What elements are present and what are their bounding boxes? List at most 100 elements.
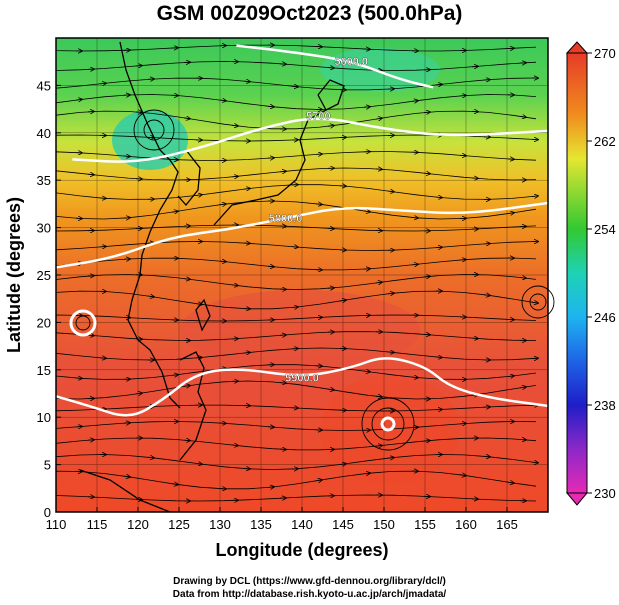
streamline-arrow <box>339 300 346 301</box>
streamline-arrow <box>375 118 382 119</box>
streamline-arrow <box>519 116 526 117</box>
streamline-arrow <box>123 218 130 219</box>
contour-label: 5600.0 <box>334 56 368 68</box>
cyclone-west <box>69 309 97 337</box>
streamline-arrow <box>411 377 418 378</box>
coastline-korea <box>177 149 201 207</box>
x-tick-label: 140 <box>291 517 313 532</box>
x-tick-label: 145 <box>332 517 354 532</box>
credit-drawing: Drawing by DCL (https://www.gfd-dennou.o… <box>173 576 446 587</box>
streamline-arrow <box>327 126 334 127</box>
streamline-arrow <box>195 357 202 358</box>
streamline-arrow <box>435 84 442 85</box>
streamline-arrow <box>267 487 274 488</box>
y-axis-label: Latitude (degrees) <box>4 197 24 353</box>
streamline-arrow <box>423 112 430 113</box>
streamline-arrow <box>483 295 490 296</box>
streamline-arrow <box>435 247 442 248</box>
streamline-arrow <box>147 296 154 297</box>
streamline-arrow <box>423 441 430 442</box>
streamline-arrow <box>507 213 514 214</box>
streamline-arrow <box>459 260 466 261</box>
streamline <box>56 421 537 431</box>
streamline-arrow <box>375 446 382 447</box>
streamline-arrow <box>423 173 430 174</box>
streamline-arrow <box>279 171 286 172</box>
streamline-arrow <box>291 307 298 308</box>
streamline-arrow <box>135 66 142 67</box>
colorbar-scale <box>566 52 588 494</box>
contour-line <box>56 357 548 417</box>
circulation-east-edge <box>521 285 555 319</box>
contour-line <box>56 201 548 269</box>
colorbar-ticks: 230 238 246 254 262 270 <box>587 46 616 501</box>
streamline <box>56 151 537 161</box>
y-tick-label: 15 <box>37 363 51 378</box>
streamline-arrow <box>507 482 514 483</box>
colorbar-tick-label: 246 <box>594 310 616 325</box>
streamline <box>56 184 537 200</box>
streamline-arrow <box>423 276 430 277</box>
streamline-arrow <box>231 445 238 446</box>
streamline <box>56 314 537 322</box>
y-tick-label: 25 <box>37 268 51 283</box>
y-tick-label: 30 <box>37 221 51 236</box>
colorbar-tick-label: 230 <box>594 486 616 501</box>
streamline-arrow <box>219 261 226 262</box>
streamline-arrow <box>87 174 94 175</box>
streamline-arrow <box>531 462 538 463</box>
contour-label: 5800.0 <box>269 213 303 225</box>
streamline <box>56 347 537 361</box>
warm-patch <box>180 290 420 370</box>
streamline-arrow <box>183 386 190 387</box>
streamline-arrow <box>87 335 94 336</box>
y-tick-label: 40 <box>37 126 51 141</box>
streamline-arrow <box>519 387 526 388</box>
streamline-arrow <box>279 383 286 384</box>
colorbar-max-arrow <box>565 41 589 54</box>
streamline-arrow <box>315 480 322 481</box>
streamline <box>56 364 537 380</box>
streamline-arrow <box>267 266 274 267</box>
x-tick-label: 125 <box>168 517 190 532</box>
streamline-arrow <box>231 125 238 126</box>
colorbar-tick-label: 270 <box>594 46 616 61</box>
streamline-arrow <box>363 473 370 474</box>
streamline-arrow <box>231 176 238 177</box>
streamline-arrow <box>363 371 370 372</box>
streamline-arrow <box>387 191 394 192</box>
contour-label: 5700 <box>306 111 330 123</box>
x-tick-label: 165 <box>496 517 518 532</box>
streamline-arrow <box>183 118 190 119</box>
streamline-arrow <box>459 95 466 96</box>
streamline-arrow <box>147 457 154 458</box>
streamline-arrow <box>327 288 334 289</box>
streamline-arrow <box>195 463 202 464</box>
streamline-arrow <box>135 393 142 394</box>
streamline <box>56 241 537 251</box>
streamline-arrow <box>339 186 346 187</box>
streamline-arrow <box>219 100 226 101</box>
y-tick-label: 45 <box>37 78 51 93</box>
streamline <box>56 77 537 91</box>
streamline-arrow <box>243 188 250 189</box>
streamline-arrow <box>519 278 526 279</box>
streamline-arrow <box>291 247 298 248</box>
streamline-arrow <box>387 352 394 353</box>
streamline <box>56 200 537 220</box>
streamline-arrow <box>183 279 190 280</box>
y-tick-label: 5 <box>44 458 51 473</box>
streamline-arrow <box>411 101 418 102</box>
x-tick-label: 120 <box>127 517 149 532</box>
streamline-arrow <box>363 211 370 212</box>
wind-streamlines <box>56 45 538 501</box>
streamline-arrow <box>291 86 298 87</box>
streamline <box>56 454 537 470</box>
x-tick-label: 115 <box>87 517 108 532</box>
streamline-arrow <box>219 204 226 205</box>
streamline-arrow <box>507 376 514 377</box>
streamline-arrow <box>531 302 538 303</box>
streamline-arrow <box>75 99 82 100</box>
streamline-arrow <box>315 366 322 367</box>
